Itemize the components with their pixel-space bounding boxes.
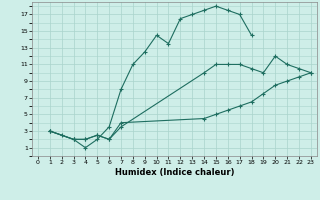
X-axis label: Humidex (Indice chaleur): Humidex (Indice chaleur): [115, 168, 234, 177]
